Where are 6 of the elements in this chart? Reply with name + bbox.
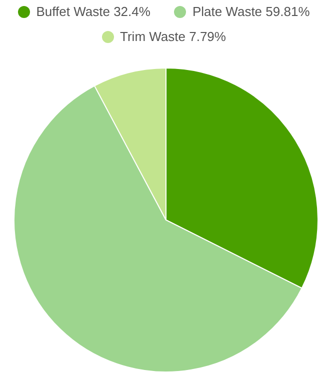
legend-label: Buffet Waste [36,4,110,19]
legend-label: Plate Waste [192,4,262,19]
data-label: 59.81% [266,4,310,19]
data-label: 7.79% [189,29,226,44]
data-label: 32.4% [114,4,150,19]
legend-label: Trim Waste [120,29,186,44]
